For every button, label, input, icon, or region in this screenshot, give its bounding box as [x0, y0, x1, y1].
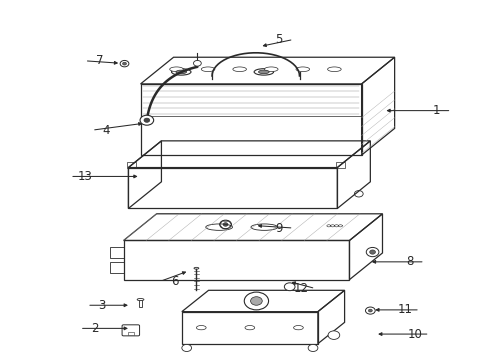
Circle shape [144, 118, 150, 122]
Text: 13: 13 [77, 170, 92, 183]
Ellipse shape [170, 67, 183, 72]
FancyBboxPatch shape [122, 325, 140, 336]
Ellipse shape [137, 298, 144, 301]
Circle shape [284, 283, 295, 291]
Circle shape [194, 60, 201, 66]
Text: 2: 2 [91, 322, 98, 335]
Circle shape [223, 223, 228, 226]
Circle shape [120, 60, 129, 67]
Text: 5: 5 [275, 33, 283, 46]
Text: 8: 8 [407, 255, 414, 268]
Circle shape [245, 292, 269, 310]
Bar [127, 162, 136, 168]
Bar [139, 300, 143, 307]
Ellipse shape [328, 67, 341, 72]
Circle shape [368, 309, 372, 312]
Ellipse shape [194, 267, 199, 269]
Text: 10: 10 [408, 328, 422, 341]
Text: 12: 12 [294, 282, 308, 295]
Circle shape [140, 115, 154, 125]
Ellipse shape [254, 69, 273, 75]
Text: 11: 11 [398, 303, 413, 316]
Circle shape [369, 250, 375, 254]
Ellipse shape [233, 67, 246, 72]
Text: 6: 6 [171, 275, 178, 288]
Text: 3: 3 [98, 299, 105, 312]
Text: 1: 1 [433, 104, 441, 117]
Ellipse shape [201, 67, 215, 72]
Ellipse shape [176, 70, 187, 74]
Ellipse shape [296, 67, 310, 72]
Circle shape [366, 247, 379, 257]
Text: 7: 7 [96, 54, 103, 67]
Circle shape [220, 220, 231, 229]
Text: 9: 9 [275, 221, 283, 234]
Circle shape [122, 62, 126, 65]
Bar [128, 332, 134, 335]
Ellipse shape [172, 69, 191, 75]
Circle shape [250, 297, 262, 305]
Circle shape [308, 345, 318, 351]
Bar [336, 162, 345, 168]
Ellipse shape [265, 67, 278, 72]
Circle shape [182, 345, 192, 351]
Circle shape [366, 307, 375, 314]
Circle shape [328, 331, 340, 339]
Ellipse shape [259, 70, 269, 74]
Text: 4: 4 [103, 124, 110, 137]
